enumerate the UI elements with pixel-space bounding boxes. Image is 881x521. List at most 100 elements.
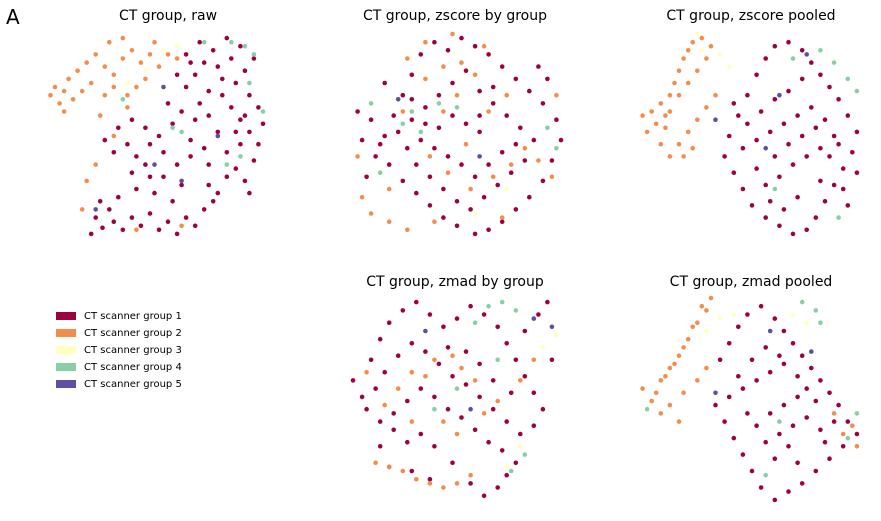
point-ct-scanner-group-2-8 xyxy=(676,68,682,73)
point-ct-scanner-group-1-41 xyxy=(147,141,153,147)
point-ct-scanner-group-2-34 xyxy=(179,223,184,229)
point-ct-scanner-group-1-25 xyxy=(722,419,727,424)
point-ct-scanner-group-1-59 xyxy=(522,328,528,334)
scatter-points-zmad-by-group xyxy=(350,299,559,499)
point-ct-scanner-group-1-22 xyxy=(763,215,768,220)
point-ct-scanner-group-1-7 xyxy=(427,312,433,317)
point-ct-scanner-group-3-3 xyxy=(174,43,180,49)
point-ct-scanner-group-2-3 xyxy=(667,365,673,371)
scatter-panel-zscore-by-group: CT group, zscore by group xyxy=(355,8,564,237)
point-ct-scanner-group-4-0 xyxy=(799,299,805,305)
point-ct-scanner-group-1-8 xyxy=(445,48,451,53)
point-ct-scanner-group-1-33 xyxy=(183,84,189,90)
point-ct-scanner-group-1-38 xyxy=(459,415,464,420)
point-ct-scanner-group-1-45 xyxy=(827,154,832,159)
legend-label-group-5: CT scanner group 5 xyxy=(84,378,182,390)
point-ct-scanner-group-2-21 xyxy=(423,39,428,45)
point-ct-scanner-group-1-0 xyxy=(88,231,94,237)
point-ct-scanner-group-2-23 xyxy=(831,411,837,416)
point-ct-scanner-group-1-44 xyxy=(736,374,741,379)
point-ct-scanner-group-1-30 xyxy=(373,386,378,391)
point-ct-scanner-group-1-2 xyxy=(745,92,750,98)
point-ct-scanner-group-1-15 xyxy=(522,374,528,379)
point-ct-scanner-group-1-43 xyxy=(799,133,805,139)
point-ct-scanner-group-2-22 xyxy=(405,56,410,61)
point-ct-scanner-group-1-54 xyxy=(409,468,415,474)
point-ct-scanner-group-1-47 xyxy=(777,353,782,359)
point-ct-scanner-group-1-65 xyxy=(423,121,428,127)
point-ct-scanner-group-1-9 xyxy=(174,231,180,237)
point-ct-scanner-group-2-22 xyxy=(840,431,846,437)
point-ct-scanner-group-4-5 xyxy=(238,154,243,159)
point-ct-scanner-group-4-6 xyxy=(836,215,841,220)
point-ct-scanner-group-2-14 xyxy=(156,64,162,69)
point-ct-scanner-group-1-41 xyxy=(772,154,778,159)
point-ct-scanner-group-1-51 xyxy=(831,419,837,424)
point-ct-scanner-group-1-13 xyxy=(845,419,851,424)
point-ct-scanner-group-1-55 xyxy=(731,101,737,106)
point-ct-scanner-group-1-38 xyxy=(777,174,782,180)
point-ct-scanner-group-4-3 xyxy=(854,411,860,416)
point-ct-scanner-group-5-0 xyxy=(395,97,401,102)
point-ct-scanner-group-1-69 xyxy=(545,76,550,82)
point-ct-scanner-group-3-0 xyxy=(143,68,148,73)
point-ct-scanner-group-1-67 xyxy=(359,137,365,143)
point-ct-scanner-group-1-3 xyxy=(377,336,383,342)
point-ct-scanner-group-2-25 xyxy=(704,105,709,110)
point-ct-scanner-group-5-0 xyxy=(161,84,166,90)
point-ct-scanner-group-1-4 xyxy=(386,320,392,326)
point-ct-scanner-group-5-3 xyxy=(152,162,157,167)
point-ct-scanner-group-2-18 xyxy=(549,174,555,180)
point-ct-scanner-group-1-37 xyxy=(777,431,782,437)
point-ct-scanner-group-1-24 xyxy=(472,231,478,237)
point-ct-scanner-group-4-4 xyxy=(454,105,460,110)
point-ct-scanner-group-1-49 xyxy=(772,456,778,462)
point-ct-scanner-group-1-5 xyxy=(409,72,415,78)
point-ct-scanner-group-1-31 xyxy=(795,113,800,118)
point-ct-scanner-group-5-4 xyxy=(215,133,221,139)
point-ct-scanner-group-1-68 xyxy=(147,174,153,180)
point-ct-scanner-group-1-79 xyxy=(188,60,193,65)
point-ct-scanner-group-4-2 xyxy=(242,43,248,49)
point-ct-scanner-group-4-1 xyxy=(854,88,860,94)
point-ct-scanner-group-2-12 xyxy=(445,170,451,175)
point-ct-scanner-group-1-3 xyxy=(120,227,126,233)
point-ct-scanner-group-1-40 xyxy=(161,150,166,155)
point-ct-scanner-group-2-16 xyxy=(685,80,691,86)
point-ct-scanner-group-5-0 xyxy=(531,316,537,321)
point-ct-scanner-group-1-22 xyxy=(749,468,755,474)
point-ct-scanner-group-2-24 xyxy=(107,39,112,45)
point-ct-scanner-group-2-0 xyxy=(640,113,645,118)
point-ct-scanner-group-5-2 xyxy=(804,52,809,57)
series-ct-scanner-group-5 xyxy=(423,316,555,412)
point-ct-scanner-group-4-3 xyxy=(436,101,442,106)
panel-title-zmad-by-group: CT group, zmad by group xyxy=(366,274,544,290)
point-ct-scanner-group-1-38 xyxy=(477,88,482,94)
point-ct-scanner-group-1-35 xyxy=(804,415,809,420)
point-ct-scanner-group-1-36 xyxy=(432,394,437,400)
point-ct-scanner-group-2-23 xyxy=(685,129,691,135)
point-ct-scanner-group-1-5 xyxy=(400,308,406,313)
point-ct-scanner-group-4-6 xyxy=(224,162,230,167)
point-ct-scanner-group-2-27 xyxy=(554,92,559,98)
point-ct-scanner-group-1-62 xyxy=(97,199,103,204)
point-ct-scanner-group-4-1 xyxy=(409,109,415,114)
scatter-points-zscore-pooled xyxy=(640,31,860,237)
point-ct-scanner-group-1-12 xyxy=(836,402,841,408)
legend-entry-group-5: CT scanner group 5 xyxy=(56,376,256,392)
point-ct-scanner-group-2-18 xyxy=(111,84,117,90)
point-ct-scanner-group-1-30 xyxy=(210,48,216,53)
point-ct-scanner-group-4-7 xyxy=(377,170,383,175)
point-ct-scanner-group-1-40 xyxy=(754,166,759,171)
point-ct-scanner-group-1-53 xyxy=(795,460,800,466)
point-ct-scanner-group-2-5 xyxy=(685,336,691,342)
point-ct-scanner-group-2-28 xyxy=(97,113,103,118)
point-ct-scanner-group-2-1 xyxy=(644,129,650,135)
point-ct-scanner-group-2-18 xyxy=(667,109,673,114)
point-ct-scanner-group-2-17 xyxy=(676,92,682,98)
point-ct-scanner-group-1-0 xyxy=(364,174,369,180)
point-ct-scanner-group-1-6 xyxy=(418,52,424,57)
point-ct-scanner-group-2-9 xyxy=(454,92,460,98)
point-ct-scanner-group-1-55 xyxy=(197,39,202,45)
point-ct-scanner-group-1-46 xyxy=(481,194,487,200)
